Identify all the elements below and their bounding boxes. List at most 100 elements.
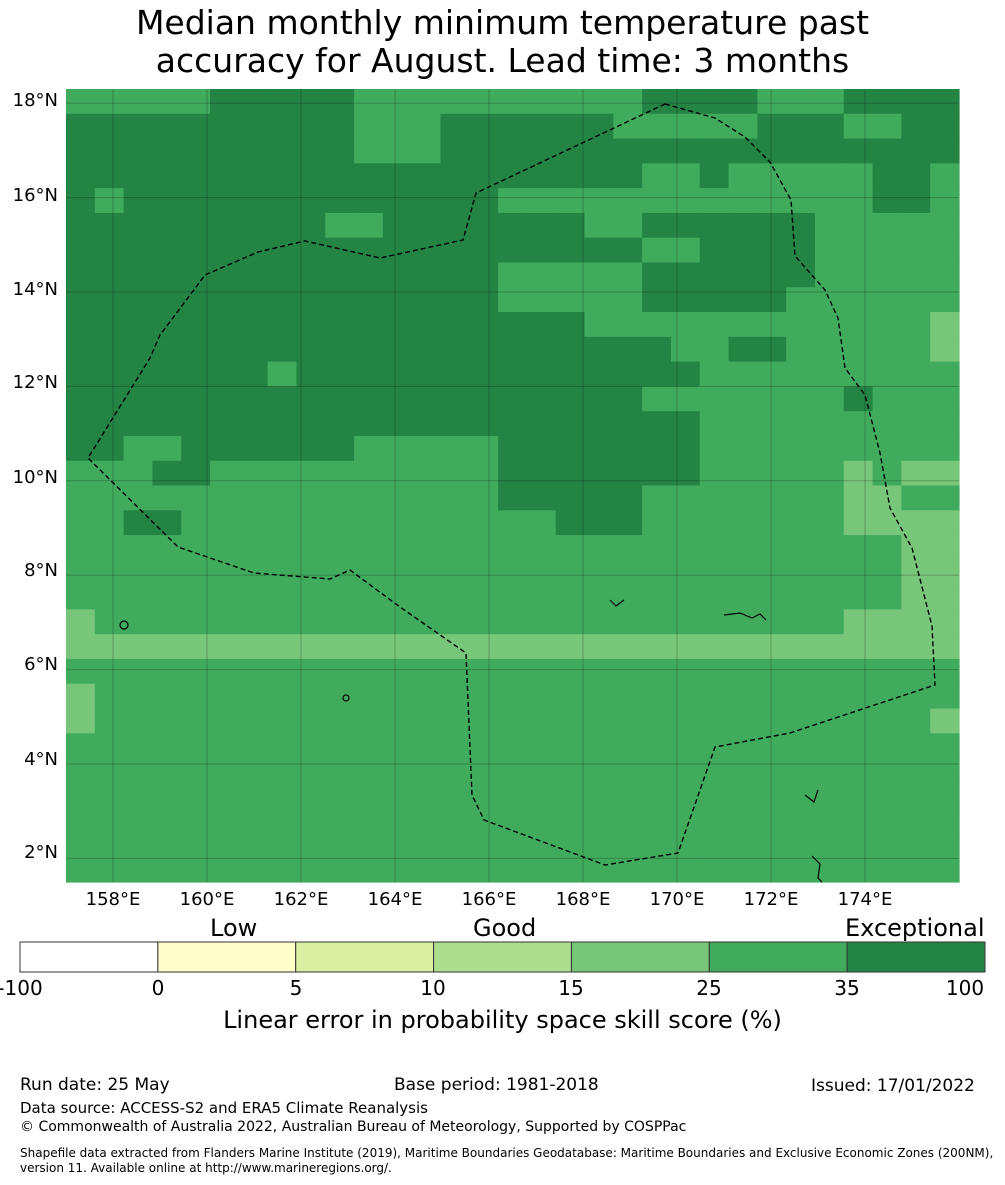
skill-cell	[325, 708, 355, 734]
skill-cell	[814, 386, 845, 412]
skill-cell	[757, 832, 787, 858]
skill-cell	[670, 435, 701, 462]
skill-cell	[210, 708, 240, 734]
skill-cell	[555, 857, 586, 883]
skill-cell	[670, 262, 701, 288]
skill-cell	[728, 287, 758, 313]
skill-cell	[440, 262, 470, 288]
skill-cell	[267, 634, 298, 660]
category-low: Low	[210, 914, 258, 942]
skill-cell	[440, 188, 470, 214]
skill-cell	[94, 361, 125, 387]
skill-cell	[555, 485, 586, 511]
skill-cell	[354, 237, 384, 264]
skill-cell	[498, 807, 528, 834]
skill-cell	[354, 312, 384, 338]
skill-cell	[613, 411, 643, 437]
skill-cell	[469, 212, 499, 239]
skill-cell	[210, 857, 240, 883]
skill-cell	[872, 535, 902, 561]
skill-cell	[786, 683, 816, 710]
skill-cell	[642, 361, 672, 387]
skill-cell	[123, 559, 154, 586]
skill-cell	[411, 807, 442, 834]
skill-cell	[94, 832, 125, 858]
skill-cell	[728, 758, 758, 784]
skill-cell	[123, 361, 154, 387]
skill-cell	[901, 609, 931, 635]
skill-cell	[555, 559, 586, 586]
skill-cell	[267, 435, 298, 462]
skill-cell	[699, 708, 730, 734]
skill-cell	[584, 758, 614, 784]
skill-cell	[872, 782, 902, 809]
skill-cell	[786, 163, 816, 189]
skill-cell	[728, 535, 758, 561]
skill-cell	[498, 188, 528, 214]
skill-cell	[555, 634, 586, 660]
skill-cell	[670, 312, 701, 338]
skill-cell	[411, 411, 442, 437]
colorbar-swatch	[157, 941, 297, 973]
skill-cell	[699, 163, 730, 189]
skill-cell	[613, 435, 643, 462]
skill-cell	[354, 89, 384, 115]
skill-cell	[267, 262, 298, 288]
skill-cell	[469, 386, 499, 412]
skill-cell	[123, 386, 154, 412]
skill-cell	[238, 807, 269, 834]
skill-cell	[440, 312, 470, 338]
skill-cell	[526, 138, 557, 164]
skill-cell	[728, 386, 758, 412]
skill-cell	[699, 460, 730, 487]
skill-cell	[786, 807, 816, 834]
skill-cell	[181, 312, 211, 338]
skill-cell	[584, 262, 614, 288]
skill-cell	[210, 361, 240, 387]
skill-cell	[584, 138, 614, 164]
skill-cell	[901, 435, 931, 462]
skill-cell	[814, 708, 845, 734]
skill-cell	[440, 212, 470, 239]
skill-cell	[152, 758, 182, 784]
skill-cell	[670, 188, 701, 214]
skill-cell	[901, 782, 931, 809]
skill-cell	[325, 89, 355, 115]
skill-cell	[411, 138, 442, 164]
colorbar-title: Linear error in probability space skill …	[223, 1006, 782, 1034]
skill-cell	[498, 361, 528, 387]
skill-cell	[670, 733, 701, 759]
skill-cell	[872, 188, 902, 214]
skill-cell	[469, 113, 499, 140]
skill-cell	[670, 535, 701, 561]
skill-cell	[584, 510, 614, 536]
skill-cell	[440, 782, 470, 809]
skill-cell	[66, 262, 96, 288]
colorbar-swatch	[19, 941, 159, 973]
skill-cell	[354, 683, 384, 710]
skill-cell	[469, 535, 499, 561]
skill-cell	[238, 138, 269, 164]
lat-label: 12°N	[12, 372, 58, 393]
skill-cell	[584, 212, 614, 239]
skill-cell	[930, 857, 960, 883]
skill-cell	[238, 683, 269, 710]
skill-cell	[267, 857, 298, 883]
skill-cell	[843, 89, 874, 115]
skill-cell	[238, 287, 269, 313]
data-source: Data source: ACCESS-S2 and ERA5 Climate …	[20, 1099, 428, 1117]
skill-cell	[296, 510, 326, 536]
skill-cell	[238, 584, 269, 611]
skill-cell	[930, 435, 960, 462]
skill-cell	[296, 683, 326, 710]
skill-cell	[642, 634, 672, 660]
skill-cell	[642, 411, 672, 437]
skill-cell	[498, 559, 528, 586]
skill-cell	[872, 411, 902, 437]
skill-cell	[498, 609, 528, 635]
skill-cell	[66, 138, 96, 164]
skill-cell	[382, 411, 413, 437]
skill-cell	[728, 212, 758, 239]
skill-cell	[123, 262, 154, 288]
skill-cell	[699, 361, 730, 387]
